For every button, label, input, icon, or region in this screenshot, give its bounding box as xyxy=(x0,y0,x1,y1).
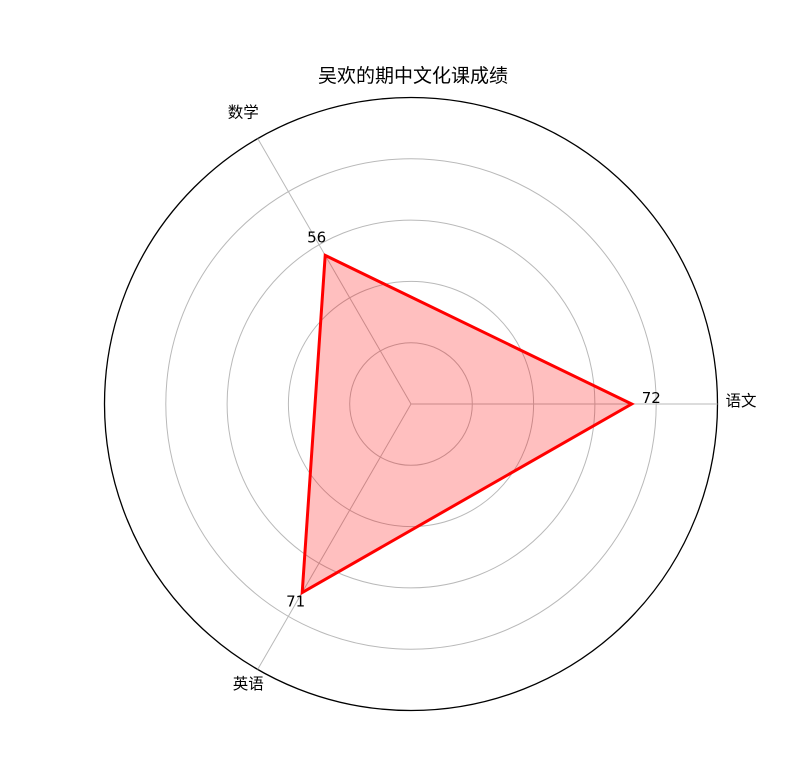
value-label: 56 xyxy=(307,228,326,246)
axis-label: 英语 xyxy=(233,675,264,693)
data-series xyxy=(300,253,635,596)
axis-label: 语文 xyxy=(726,392,757,410)
value-label: 71 xyxy=(286,593,305,611)
axis-spoke xyxy=(257,138,412,405)
axis-label: 数学 xyxy=(228,103,259,121)
polar-grid xyxy=(103,96,719,712)
axis-spoke xyxy=(257,403,412,670)
chart-title: 吴欢的期中文化课成绩 xyxy=(318,65,508,87)
score-polygon xyxy=(300,253,635,596)
value-label: 72 xyxy=(642,389,661,407)
